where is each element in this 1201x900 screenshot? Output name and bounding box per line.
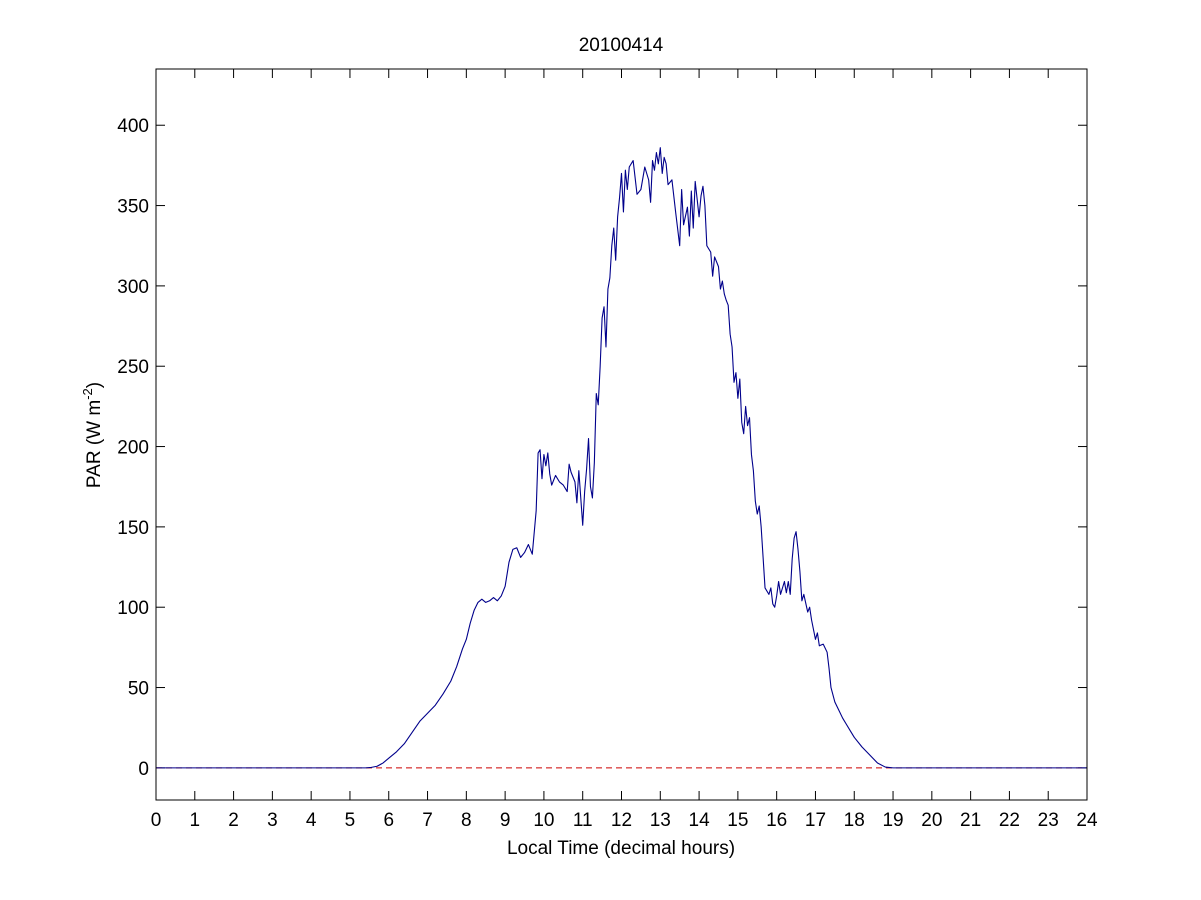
- x-tick-label: 9: [500, 810, 511, 831]
- x-tick-label: 23: [1038, 810, 1059, 831]
- x-tick-label: 6: [383, 810, 394, 831]
- x-tick-label: 2: [228, 810, 239, 831]
- x-tick-label: 24: [1076, 810, 1098, 831]
- plot-frame: [155, 68, 1088, 801]
- x-tick-label: 20: [921, 810, 942, 831]
- y-tick-label: 250: [117, 357, 149, 378]
- y-tick-label: 50: [128, 679, 149, 700]
- y-tick-label: 400: [117, 116, 149, 137]
- chart-title: 20100414: [579, 35, 664, 56]
- x-tick-label: 8: [461, 810, 472, 831]
- x-tick-label: 13: [650, 810, 671, 831]
- x-axis-label: Local Time (decimal hours): [507, 838, 735, 859]
- x-tick-label: 19: [882, 810, 903, 831]
- y-tick-label: 200: [117, 438, 149, 459]
- y-axis-label-text: PAR (W m: [84, 400, 105, 488]
- y-tick-label: 350: [117, 197, 149, 218]
- x-tick-label: 10: [533, 810, 554, 831]
- x-tick-label: 1: [190, 810, 201, 831]
- y-tick-label: 300: [117, 277, 149, 298]
- y-axis-label: PAR (W m-2): [80, 382, 105, 488]
- x-tick-label: 15: [727, 810, 748, 831]
- x-tick-label: 22: [999, 810, 1020, 831]
- x-tick-label: 0: [151, 810, 162, 831]
- x-tick-label: 14: [689, 810, 711, 831]
- x-tick-label: 21: [960, 810, 981, 831]
- x-tick-label: 5: [345, 810, 356, 831]
- y-axis-label-close: ): [84, 382, 105, 388]
- par-series-line: [156, 147, 1087, 769]
- x-tick-label: 17: [805, 810, 826, 831]
- x-tick-label: 3: [267, 810, 278, 831]
- y-tick-label: 0: [138, 759, 149, 780]
- x-tick-label: 7: [422, 810, 433, 831]
- x-tick-label: 12: [611, 810, 632, 831]
- y-axis-label-superscript: -2: [80, 388, 95, 400]
- y-tick-label: 100: [117, 598, 149, 619]
- x-tick-label: 4: [306, 810, 317, 831]
- y-tick-label: 150: [117, 518, 149, 539]
- x-tick-label: 18: [844, 810, 865, 831]
- plot-area: 0 1 2 3 4 5 6 7 8 9 10 11 12 13 14 15 16 17 18 19 20 21 22 23 24…: [117, 68, 1098, 831]
- x-tick-label: 11: [573, 810, 593, 831]
- plot-background: [156, 69, 1087, 800]
- x-tick-label: 16: [766, 810, 787, 831]
